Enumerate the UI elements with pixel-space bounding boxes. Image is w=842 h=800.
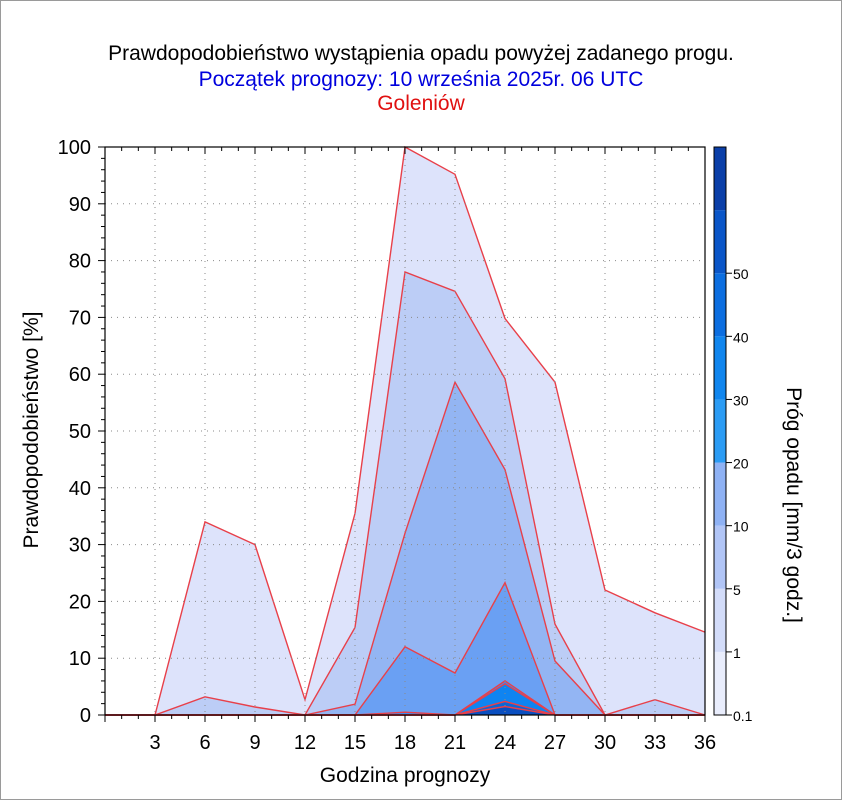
x-tick-label: 6 (199, 732, 210, 754)
colorbar-band (714, 588, 726, 652)
colorbar-label: Próg opadu [mm/3 godz.] (782, 387, 805, 623)
colorbar-band (714, 147, 726, 211)
y-tick-label: 100 (58, 137, 91, 159)
colorbar-band (714, 651, 726, 715)
area-threshold-10 (105, 582, 705, 715)
colorbar: 0.1 1 5 10 20 30 40 50 (713, 146, 753, 724)
colorbar-tick-label: 5 (733, 582, 741, 598)
colorbar-tick-label: 20 (733, 456, 749, 472)
x-tick-label: 24 (494, 732, 516, 754)
colorbar-tick-label: 1 (733, 645, 741, 661)
y-tick-label: 30 (69, 535, 91, 557)
axes: 3 6 9 12 15 18 21 24 27 30 33 360102030405060708090… (58, 137, 717, 754)
colorbar-band (714, 399, 726, 463)
y-tick-label: 20 (69, 591, 91, 613)
colorbar-border (713, 146, 727, 716)
colorbar-tick-label: 0.1 (733, 708, 753, 724)
chart-title: Prawdopodobieństwo wystąpienia opadu pow… (108, 42, 734, 65)
y-tick-label: 60 (69, 364, 91, 386)
x-tick-label: 30 (594, 732, 616, 754)
y-tick-label: 70 (69, 307, 91, 329)
colorbar-band (714, 273, 726, 337)
y-tick-label: 10 (69, 648, 91, 670)
x-tick-label: 21 (444, 732, 466, 754)
station-name: Goleniów (377, 92, 465, 115)
x-axis-label: Godzina prognozy (320, 764, 491, 787)
colorbar-tick-label: 10 (733, 519, 749, 535)
y-tick-label: 80 (69, 251, 91, 273)
area-threshold-5 (105, 382, 705, 715)
colorbar-band (714, 210, 726, 274)
y-tick-label: 0 (80, 705, 91, 727)
area-threshold-1 (105, 272, 705, 715)
x-tick-label: 9 (249, 732, 260, 754)
x-tick-label: 33 (644, 732, 666, 754)
x-tick-label: 15 (344, 732, 366, 754)
colorbar-tick-label: 50 (733, 266, 749, 282)
y-tick-label: 90 (69, 194, 91, 216)
x-tick-label: 36 (694, 732, 716, 754)
colorbar-tick-label: 30 (733, 392, 749, 408)
colorbar-band (714, 462, 726, 526)
colorbar-tick-label: 40 (733, 329, 749, 345)
x-tick-label: 27 (544, 732, 566, 754)
x-tick-label: 3 (149, 732, 160, 754)
x-tick-label: 18 (394, 732, 416, 754)
x-tick-label: 12 (294, 732, 316, 754)
y-tick-label: 40 (69, 478, 91, 500)
colorbar-band (714, 336, 726, 400)
forecast-start-subtitle: Początek prognozy: 10 września 2025r. 06… (198, 68, 644, 91)
colorbar-band (714, 525, 726, 589)
y-axis-label: Prawdopodobieństwo [%] (20, 312, 43, 549)
y-tick-label: 50 (69, 421, 91, 443)
